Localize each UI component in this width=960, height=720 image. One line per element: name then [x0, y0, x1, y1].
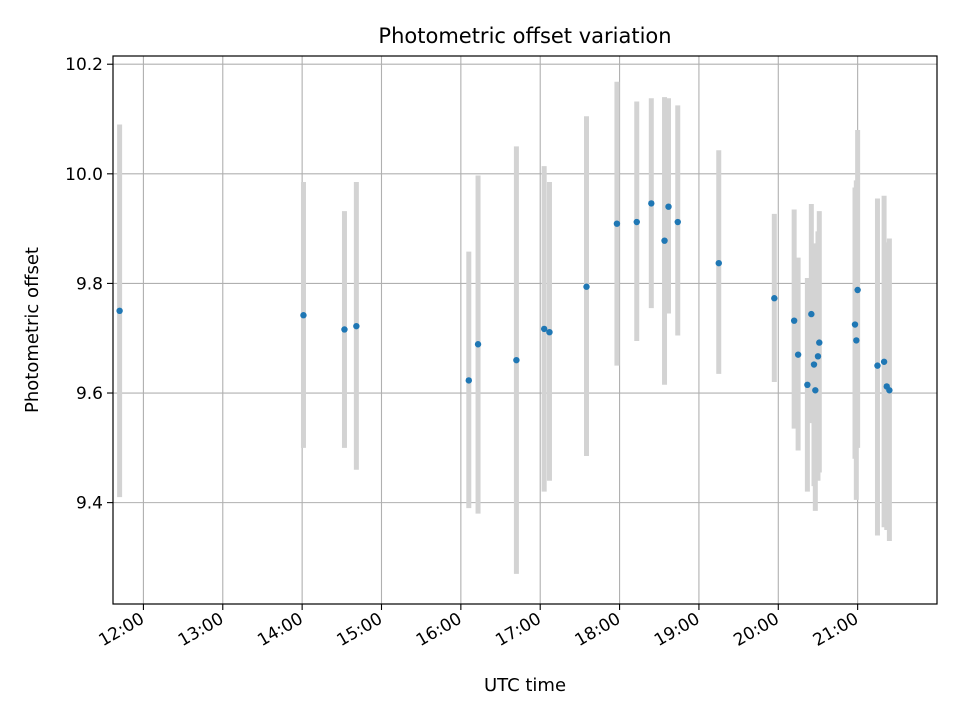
- data-point: [300, 312, 307, 319]
- data-point: [613, 220, 621, 227]
- data-point: [546, 328, 553, 336]
- y-tick-label: 10.0: [65, 165, 103, 185]
- data-point: [674, 218, 681, 226]
- data-point: [771, 295, 778, 302]
- data-point: [874, 362, 881, 369]
- data-point: [790, 317, 798, 324]
- data-point: [648, 200, 655, 207]
- y-axis-label: Photometric offset: [22, 247, 43, 413]
- data-point: [804, 381, 811, 388]
- y-axis-ticks: 9.4 9.6 9.8 10.0 10.2: [65, 55, 113, 514]
- y-tick-label: 9.8: [76, 274, 103, 294]
- data-point: [814, 353, 822, 360]
- data-point: [853, 337, 860, 344]
- plot-frame: [112, 55, 938, 605]
- data-point: [633, 218, 640, 226]
- x-axis-label: UTC time: [484, 675, 566, 696]
- y-tick-label: 9.6: [76, 384, 103, 404]
- data-point: [465, 377, 472, 384]
- data-point: [116, 307, 123, 315]
- data-point: [661, 237, 668, 244]
- data-point: [715, 259, 722, 267]
- data-point: [812, 387, 819, 394]
- data-point: [353, 322, 360, 330]
- data-point: [808, 310, 815, 318]
- data-point: [474, 341, 482, 348]
- y-tick-label: 10.2: [65, 55, 103, 75]
- data-point: [880, 358, 888, 365]
- data-points: [116, 200, 893, 394]
- data-point: [810, 361, 818, 368]
- data-point: [583, 283, 590, 290]
- chart-title: Photometric offset variation: [378, 24, 671, 48]
- data-point: [851, 321, 859, 328]
- data-point: [540, 325, 548, 333]
- data-point: [886, 387, 893, 394]
- data-point: [794, 351, 802, 358]
- data-point: [816, 339, 823, 346]
- data-point: [665, 203, 672, 210]
- data-point: [513, 356, 520, 364]
- data-point: [854, 286, 861, 294]
- data-point: [341, 326, 348, 333]
- y-tick-label: 9.4: [76, 494, 103, 514]
